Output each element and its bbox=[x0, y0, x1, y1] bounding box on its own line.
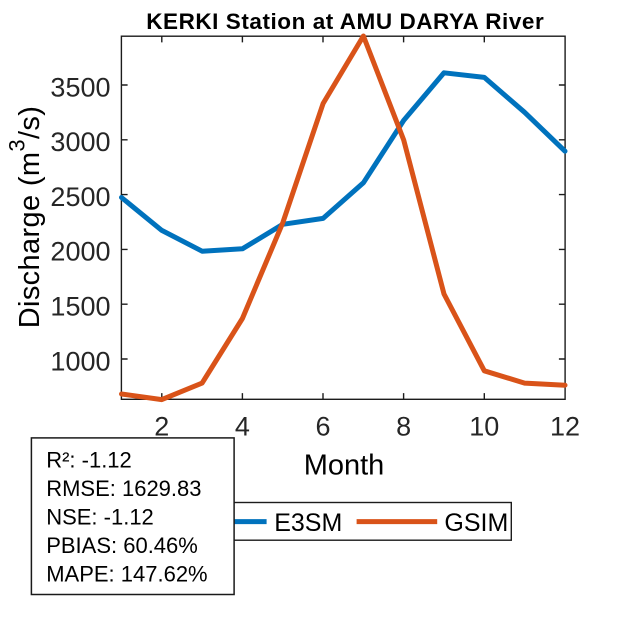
svg-text:RMSE: 1629.83: RMSE: 1629.83 bbox=[46, 476, 201, 501]
svg-text:2500: 2500 bbox=[50, 182, 110, 212]
svg-text:Month: Month bbox=[304, 450, 385, 482]
svg-text:1500: 1500 bbox=[50, 292, 110, 322]
svg-text:R²: -1.12: R²: -1.12 bbox=[46, 448, 132, 473]
svg-text:2: 2 bbox=[154, 412, 169, 442]
svg-text:MAPE: 147.62%: MAPE: 147.62% bbox=[46, 561, 207, 586]
svg-text:8: 8 bbox=[396, 412, 411, 442]
svg-text:10: 10 bbox=[469, 412, 499, 442]
svg-text:1000: 1000 bbox=[50, 346, 110, 376]
svg-text:E3SM: E3SM bbox=[274, 509, 342, 537]
svg-text:PBIAS: 60.46%: PBIAS: 60.46% bbox=[46, 533, 198, 558]
svg-text:KERKI Station at AMU DARYA: KERKI Station at AMU DARYA River bbox=[146, 9, 544, 34]
svg-text:6: 6 bbox=[315, 412, 330, 442]
svg-text:NSE: -1.12: NSE: -1.12 bbox=[46, 505, 154, 530]
svg-text:12: 12 bbox=[550, 412, 580, 442]
svg-text:2000: 2000 bbox=[50, 237, 110, 267]
svg-text:3500: 3500 bbox=[50, 72, 110, 102]
svg-text:GSIM: GSIM bbox=[444, 509, 508, 537]
svg-text:4: 4 bbox=[235, 412, 250, 442]
svg-text:3000: 3000 bbox=[50, 127, 110, 157]
